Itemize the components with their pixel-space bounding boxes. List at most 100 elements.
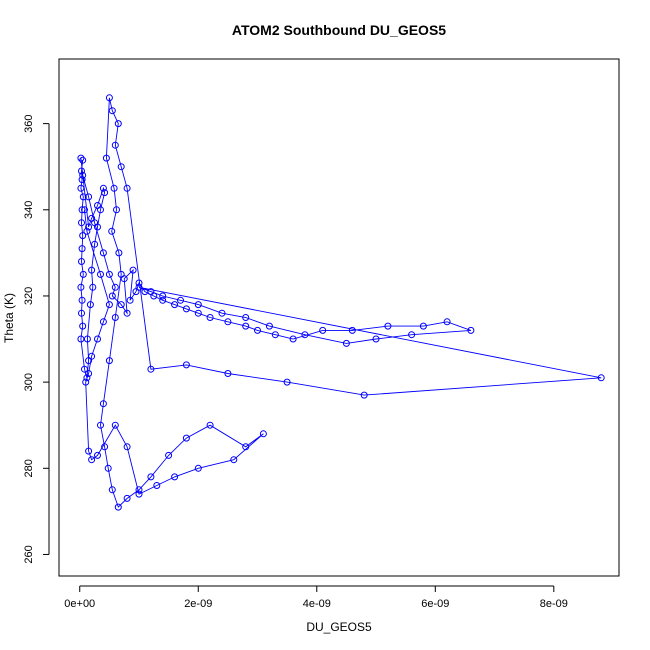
data-point <box>101 443 109 451</box>
data-point <box>111 421 119 429</box>
data-point <box>88 352 96 360</box>
data-point <box>78 206 86 214</box>
data-point <box>254 326 261 334</box>
data-point <box>408 331 416 339</box>
data-point <box>85 193 93 201</box>
data-point <box>111 283 119 291</box>
data-point <box>443 318 451 326</box>
data-point <box>85 447 93 455</box>
axes: 0e+00 2e-09 4e-09 6e-09 8e-09 260 280 300 320 340… <box>23 114 568 610</box>
data-point <box>271 331 279 339</box>
data-point <box>85 370 93 377</box>
data-point <box>83 227 91 235</box>
data-point <box>206 314 214 321</box>
data-point <box>123 443 131 451</box>
data-point <box>289 335 297 343</box>
data-point <box>77 184 85 192</box>
data-point <box>99 318 107 326</box>
data-point <box>265 322 273 330</box>
data-point <box>135 490 143 498</box>
y-tick-label: 280 <box>23 459 35 477</box>
data-point <box>78 296 86 304</box>
x-tick-label: 2e-09 <box>184 598 212 610</box>
data-point <box>79 322 87 330</box>
data-point <box>230 456 238 464</box>
data-point <box>78 167 85 175</box>
data-point <box>159 292 167 300</box>
x-tick-label: 0e+00 <box>64 598 95 610</box>
y-tick-label: 340 <box>23 201 35 219</box>
data-point <box>108 227 116 235</box>
data-point <box>115 249 123 257</box>
data-point <box>123 494 131 502</box>
data-point <box>77 283 85 291</box>
data-point <box>147 288 155 296</box>
data-point <box>81 206 88 214</box>
data-point <box>78 245 86 253</box>
data-point <box>88 456 96 464</box>
data-point <box>99 400 107 408</box>
data-point <box>147 365 155 373</box>
data-point <box>147 473 155 481</box>
y-tick-label: 320 <box>23 287 35 305</box>
data-point <box>342 339 350 347</box>
data-point <box>97 421 104 429</box>
data-point <box>91 219 99 227</box>
data-point <box>218 309 226 317</box>
data-point <box>81 365 88 373</box>
data-point <box>105 301 113 309</box>
x-tick-label: 8e-09 <box>540 598 568 610</box>
data-point <box>108 107 116 115</box>
data-point <box>108 292 116 300</box>
data-point <box>117 163 125 171</box>
data-point <box>91 240 99 248</box>
data-point <box>194 301 202 309</box>
data-point <box>94 335 101 343</box>
data-point <box>78 176 86 184</box>
data-point <box>88 266 96 274</box>
plot-frame <box>58 58 620 577</box>
data-point <box>171 473 179 481</box>
data-point <box>117 270 125 278</box>
data-point <box>78 309 85 317</box>
data-point <box>224 370 232 377</box>
data-point <box>129 266 137 274</box>
data-point <box>319 326 327 334</box>
data-point <box>78 258 85 265</box>
data-point <box>97 270 104 278</box>
data-point <box>85 223 93 231</box>
data-point <box>105 270 113 278</box>
data-point <box>182 361 190 369</box>
data-point <box>104 464 112 472</box>
data-point <box>182 434 190 442</box>
data-point <box>419 322 427 330</box>
data-point <box>111 141 119 149</box>
series-line <box>80 97 602 508</box>
data-point <box>83 374 91 382</box>
y-tick-label: 260 <box>23 545 35 563</box>
data-point <box>177 296 184 304</box>
data-point <box>123 184 131 192</box>
chart-title: ATOM2 Southbound DU_GEOS5 <box>232 22 446 38</box>
data-marks <box>77 94 605 511</box>
data-point <box>159 296 167 304</box>
data-point <box>171 301 179 309</box>
data-point <box>126 296 134 304</box>
data-point <box>86 301 94 309</box>
y-tick-label: 360 <box>23 114 35 132</box>
data-point <box>348 326 356 334</box>
data-point <box>135 486 143 494</box>
data-point <box>384 322 392 330</box>
data-point <box>360 391 368 399</box>
data-point <box>111 314 119 321</box>
data-point <box>194 464 202 472</box>
data-point <box>99 249 107 257</box>
y-tick-label: 300 <box>23 373 35 391</box>
data-point <box>99 184 107 192</box>
data-point <box>78 219 85 227</box>
data-point <box>102 154 110 162</box>
data-point <box>105 94 113 102</box>
x-axis-label: DU_GEOS5 <box>306 620 372 634</box>
data-point <box>301 331 309 339</box>
